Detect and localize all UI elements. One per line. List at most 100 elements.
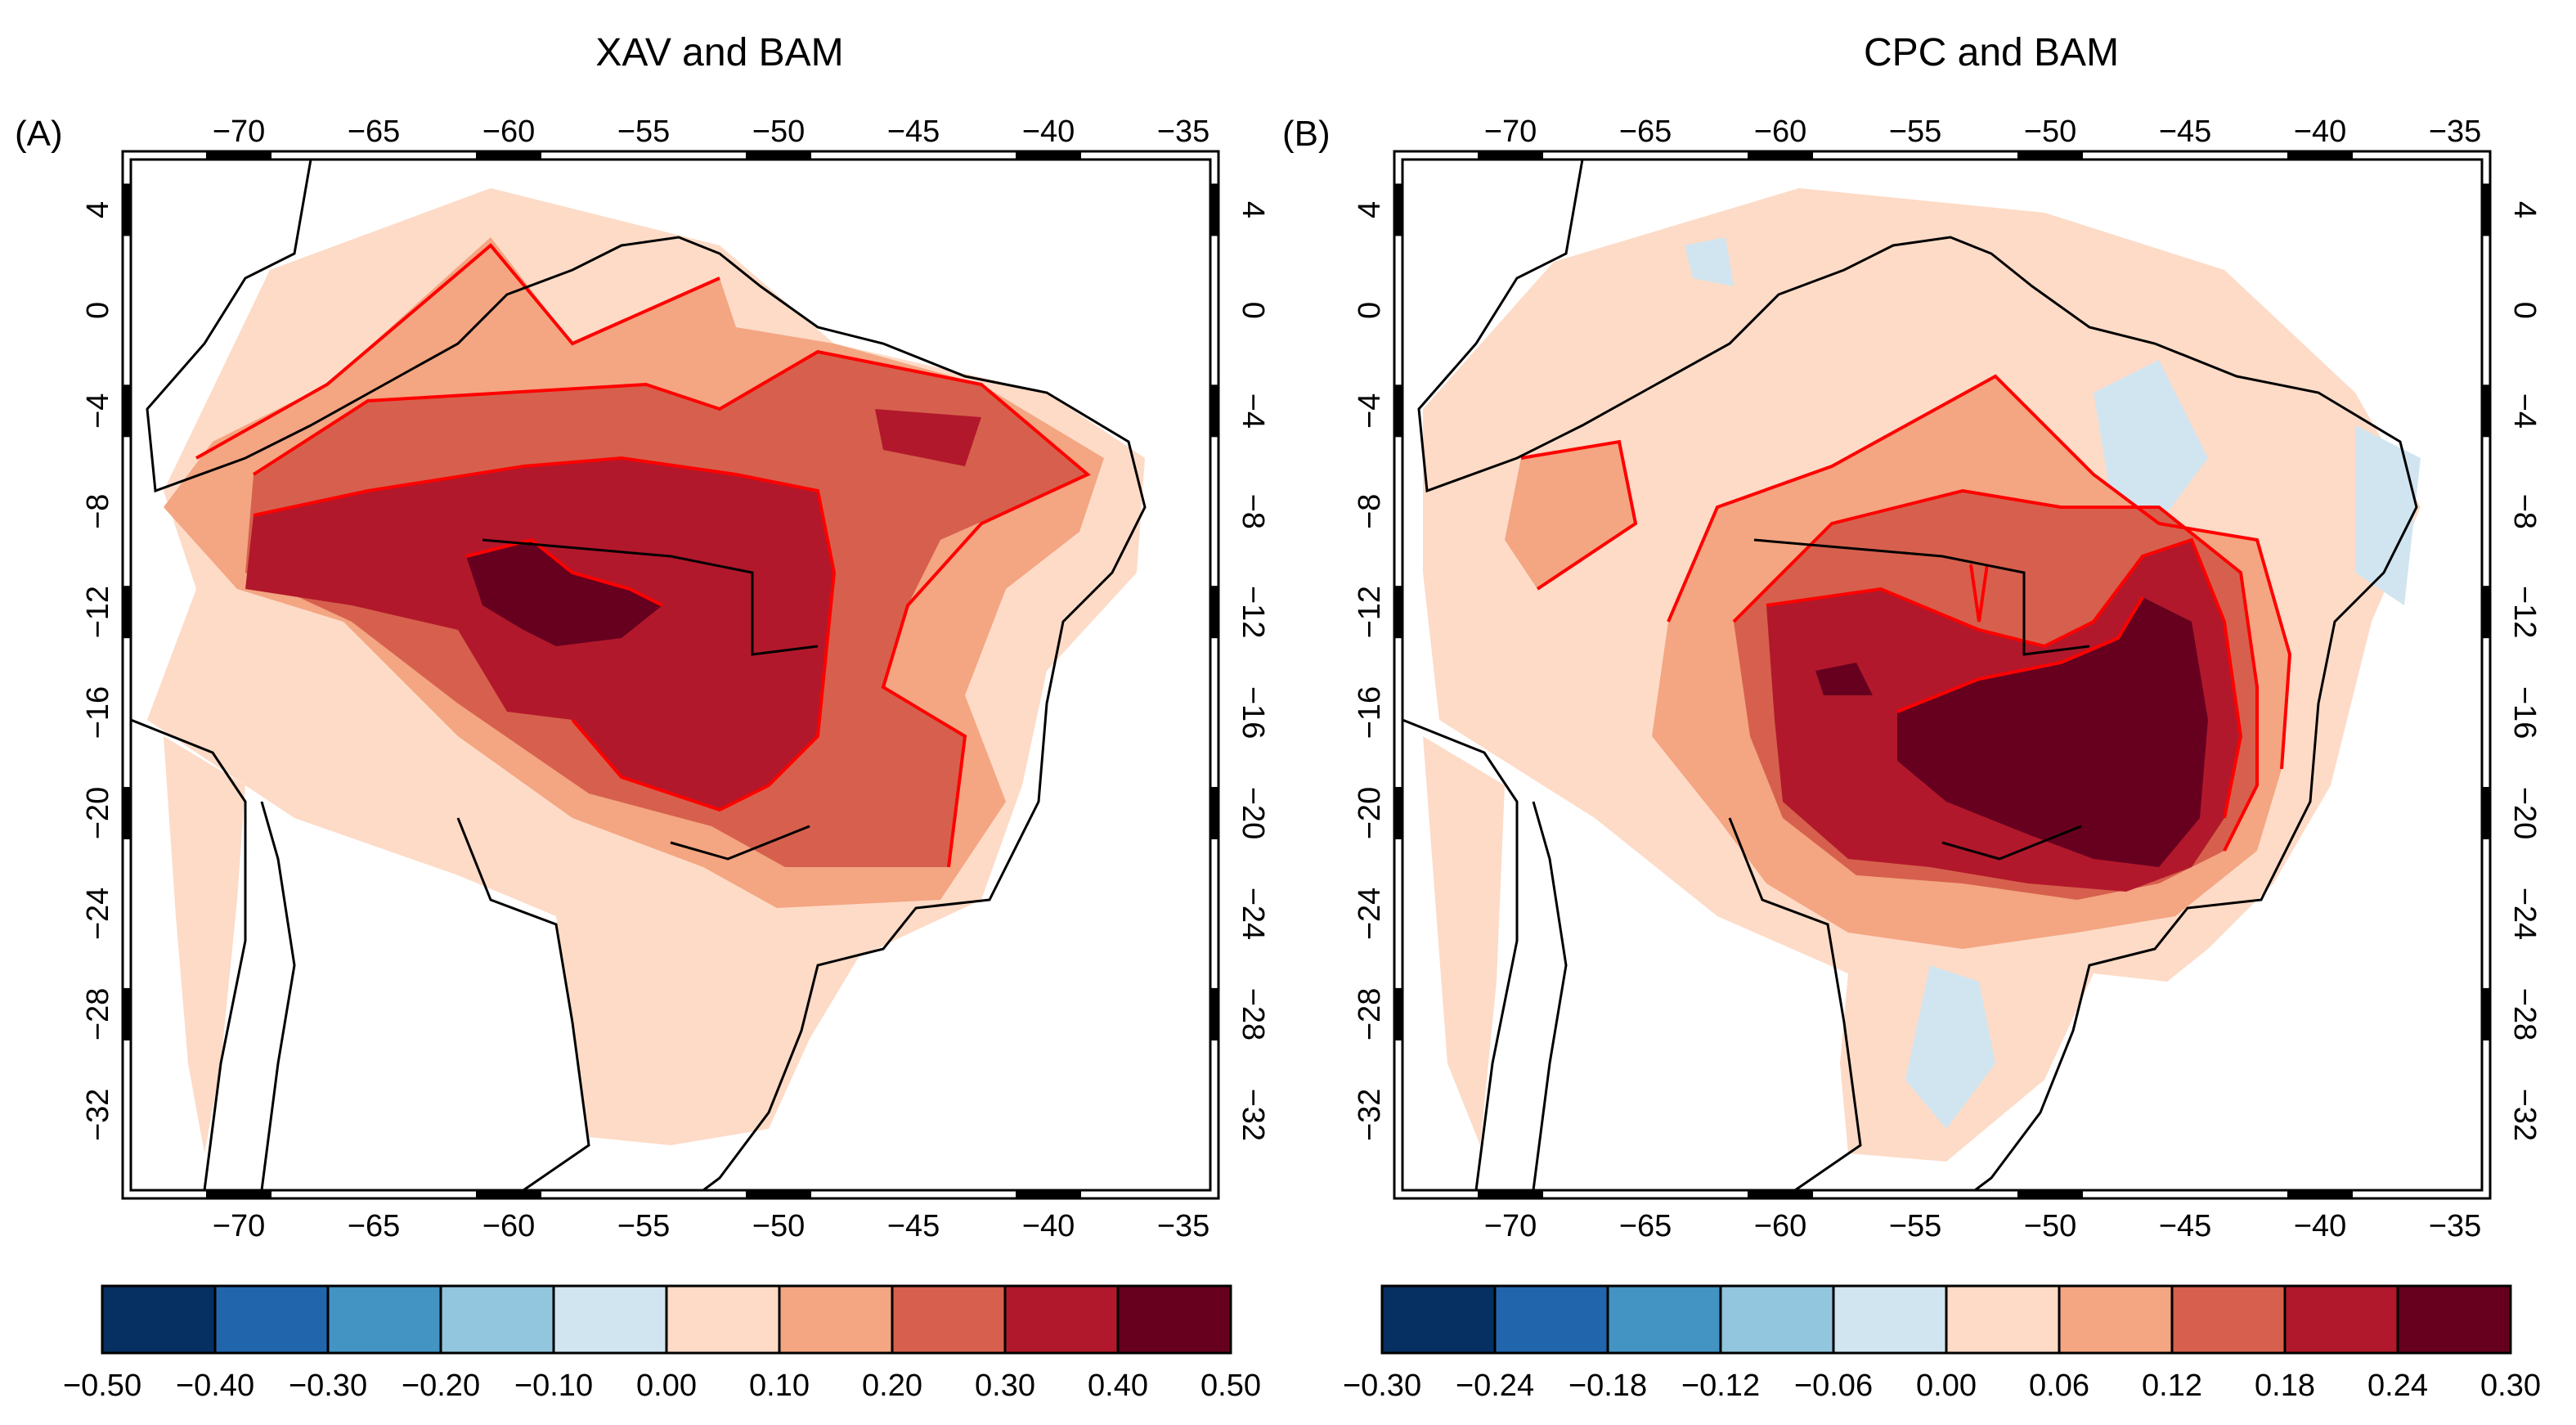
- lat-tick-label: −32: [2507, 1089, 2542, 1141]
- colorbar-label: −0.50: [63, 1369, 141, 1403]
- colorbar-swatch: [213, 1284, 330, 1355]
- frame-tick-bar: [1210, 787, 1218, 840]
- frame-tick-bar: [1394, 586, 1402, 639]
- lat-tick-label: −20: [2507, 787, 2542, 839]
- colorbar-swatch: [101, 1284, 217, 1355]
- colorbar-swatch: [778, 1284, 894, 1355]
- lon-tick-label: −35: [1157, 115, 1209, 149]
- colorbar-label: 0.20: [862, 1369, 922, 1403]
- lat-tick-label: −32: [1353, 1089, 1387, 1141]
- lat-tick-label: −24: [1236, 888, 1270, 940]
- colorbar-swatch: [326, 1284, 442, 1355]
- frame-tick-bar: [2482, 586, 2490, 639]
- lon-tick-label: −35: [2429, 1209, 2481, 1243]
- colorbar-swatch: [1832, 1284, 1948, 1355]
- lat-tick-label: −16: [81, 686, 115, 739]
- lat-tick-label: −4: [1236, 393, 1270, 429]
- panel-b-map: [1402, 160, 2482, 1190]
- panel-a-title: XAV and BAM: [595, 31, 843, 74]
- colorbar-swatch: [2396, 1284, 2512, 1355]
- frame-tick-bar: [123, 183, 131, 236]
- frame-tick-bar: [746, 1190, 811, 1198]
- colorbar-swatch: [1003, 1284, 1120, 1355]
- lat-tick-label: −28: [1353, 988, 1387, 1041]
- lon-tick-label: −70: [213, 115, 265, 149]
- lat-ticks-a-right: 4 0 −4 −8 −12 −16 −20 −24 −28 −32: [1210, 183, 1270, 1141]
- lon-ticks-b-bottom: −70 −65 −60 −55 −50 −45 −40 −35: [1478, 1190, 2481, 1243]
- lat-tick-label: −28: [81, 988, 115, 1041]
- colorbar-swatch: [1493, 1284, 1609, 1355]
- colorbar-label: −0.30: [289, 1369, 367, 1403]
- lon-tick-label: −55: [1889, 115, 1941, 149]
- lat-tick-label: −16: [1236, 686, 1270, 739]
- lat-tick-label: −8: [81, 494, 115, 529]
- frame-tick-bar: [2287, 151, 2353, 160]
- frame-tick-bar: [2017, 151, 2083, 160]
- lon-tick-label: −55: [617, 1209, 670, 1243]
- lat-tick-label: 0: [1236, 302, 1270, 319]
- frame-tick-bar: [1478, 151, 1543, 160]
- lat-tick-label: 4: [1236, 201, 1270, 218]
- colorbar-swatch: [552, 1284, 668, 1355]
- frame-tick-bar: [1394, 384, 1402, 438]
- lon-tick-label: −65: [348, 115, 400, 149]
- colorbar-label: 0.06: [2029, 1369, 2089, 1403]
- lon-tick-label: −40: [1022, 1209, 1075, 1243]
- borders-a: [131, 160, 1147, 1190]
- lon-tick-label: −60: [1754, 115, 1806, 149]
- lon-tick-label: −60: [482, 1209, 535, 1243]
- lat-tick-label: 4: [81, 201, 115, 218]
- lon-tick-label: −50: [2024, 1209, 2076, 1243]
- lon-tick-label: −45: [2159, 115, 2211, 149]
- colorbar-label: −0.20: [402, 1369, 480, 1403]
- borders-b: [1402, 160, 2418, 1190]
- lon-tick-label: −65: [348, 1209, 400, 1243]
- colorbar-swatch: [891, 1284, 1007, 1355]
- frame-tick-bar: [206, 1190, 272, 1198]
- lat-tick-label: −20: [1353, 787, 1387, 839]
- colorbar-label: 0.00: [636, 1369, 697, 1403]
- colorbar-label: −0.24: [1456, 1369, 1534, 1403]
- frame-tick-bar: [746, 151, 811, 160]
- lat-tick-label: −20: [81, 787, 115, 839]
- lon-tick-label: −35: [2429, 115, 2481, 149]
- frame-tick-bar: [1748, 151, 1813, 160]
- lat-tick-label: −12: [1236, 586, 1270, 638]
- colorbar-label: −0.40: [176, 1369, 254, 1403]
- panel-a-map: [131, 160, 1210, 1190]
- frame-tick-bar: [2482, 987, 2490, 1041]
- lon-tick-label: −50: [752, 1209, 805, 1243]
- panel-b: CPC and BAM (B): [1282, 31, 2542, 1243]
- frame-tick-bar: [476, 1190, 541, 1198]
- colorbar-label: 0.30: [2480, 1369, 2541, 1403]
- frame-tick-bar: [2017, 1190, 2083, 1198]
- lon-tick-label: −45: [887, 1209, 940, 1243]
- lon-tick-label: −45: [2159, 1209, 2211, 1243]
- colorbar-label: −0.10: [514, 1369, 593, 1403]
- panel-a-label: (A): [15, 114, 63, 154]
- lon-tick-label: −40: [2294, 115, 2346, 149]
- colorbar-a: −0.50 −0.40 −0.30 −0.20 −0.10 0.00 0.10 0.20 0.3…: [63, 1284, 1261, 1403]
- colorbar-swatch: [1945, 1284, 2061, 1355]
- frame-tick-bar: [123, 586, 131, 639]
- lat-tick-label: −12: [81, 586, 115, 638]
- colorbar-swatch: [2058, 1284, 2174, 1355]
- lon-tick-label: −45: [887, 115, 940, 149]
- colorbar-label: 0.50: [1200, 1369, 1261, 1403]
- lat-tick-label: 0: [2507, 302, 2542, 319]
- frame-tick-bar: [1394, 787, 1402, 840]
- lat-tick-label: −32: [81, 1089, 115, 1141]
- colorbar-label: 0.10: [749, 1369, 810, 1403]
- lon-tick-label: −50: [752, 115, 805, 149]
- lon-tick-label: −40: [2294, 1209, 2346, 1243]
- panel-b-label: (B): [1282, 114, 1331, 154]
- frame-tick-bar: [2482, 183, 2490, 236]
- colorbar-label: 0.18: [2255, 1369, 2315, 1403]
- lat-tick-label: 4: [1353, 201, 1387, 218]
- frame-tick-bar: [1016, 1190, 1081, 1198]
- lon-tick-label: −40: [1022, 115, 1075, 149]
- lat-tick-label: −28: [2507, 988, 2542, 1041]
- colorbar-label: 0.00: [1916, 1369, 1977, 1403]
- colorbar-b: −0.30 −0.24 −0.18 −0.12 −0.06 0.00 0.06 0.12 0.1…: [1343, 1284, 2541, 1403]
